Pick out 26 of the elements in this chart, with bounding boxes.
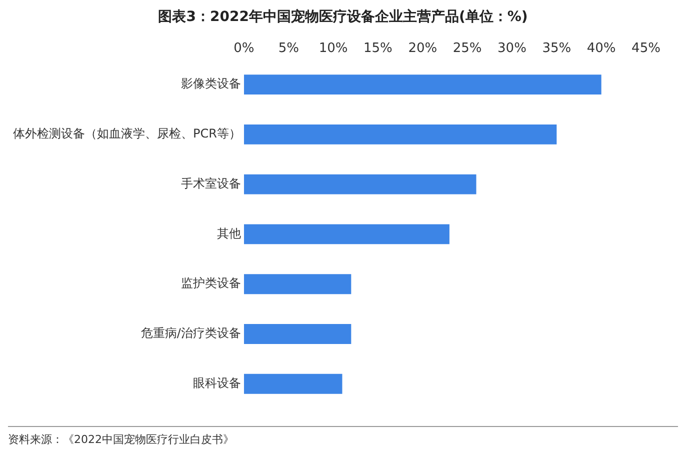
chart-title: 图表3：2022年中国宠物医疗设备企业主营产品(单位：%) (157, 8, 529, 26)
y-tick-label: 影像类设备 (180, 76, 241, 91)
text: 资料来源：《2022中国宠物医疗行业白皮书》 (8, 432, 234, 447)
bar (244, 74, 602, 95)
bar (244, 224, 450, 244)
x-tick-label: 20% (408, 41, 438, 56)
bar (244, 324, 352, 344)
x-tick-label: 45% (632, 41, 660, 56)
y-tick-label: 体外检测设备（如血液学、尿检、PCR等） (13, 126, 241, 141)
y-tick-label: 眼科设备 (192, 376, 241, 390)
x-tick-label: 0% (234, 41, 254, 56)
x-tick-label: 15% (364, 41, 392, 56)
x-tick-label: 40% (586, 41, 616, 56)
bar (244, 374, 342, 394)
y-tick-label: 其他 (216, 226, 241, 240)
y-tick-label: 手术室设备 (180, 176, 241, 190)
y-tick-label: 监护类设备 (180, 276, 241, 290)
bar (244, 274, 352, 294)
x-tick-label: 25% (452, 41, 482, 56)
x-tick-label: 10% (318, 41, 348, 56)
x-tick-label: 30% (498, 41, 526, 56)
x-tick-label: 35% (542, 41, 572, 56)
bar (244, 174, 476, 194)
x-tick-label: 5% (278, 41, 299, 56)
y-tick-label: 危重病/治疗类设备 (140, 326, 241, 340)
bar (244, 124, 557, 144)
